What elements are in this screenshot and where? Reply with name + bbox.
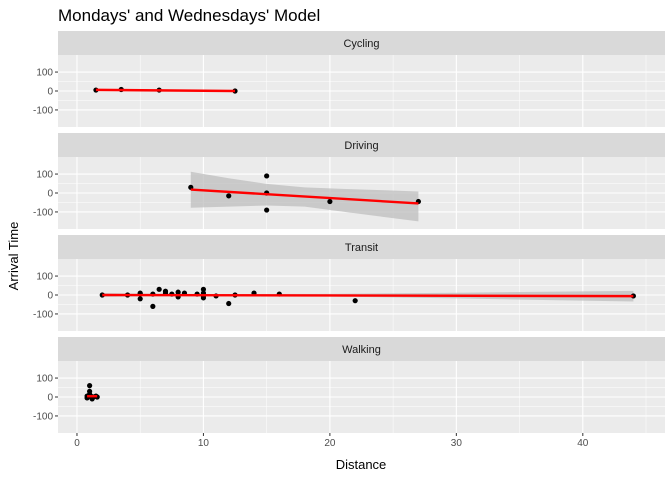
facet-strip-label: Cycling <box>343 38 379 50</box>
fit-line <box>95 88 236 93</box>
y-tick-label: -100 <box>33 411 53 422</box>
data-point <box>264 207 270 213</box>
fit-line <box>102 293 634 298</box>
x-tick-label: 30 <box>451 438 463 449</box>
facet-strip-label: Driving <box>344 140 378 152</box>
y-tick-label: -100 <box>33 105 53 116</box>
y-tick-label: 0 <box>47 393 53 404</box>
data-point <box>156 286 162 292</box>
data-point <box>264 173 270 179</box>
facet-strip <box>58 337 665 361</box>
y-tick-label: 100 <box>36 68 53 79</box>
y-tick-label: 0 <box>47 189 53 200</box>
facet-strip-label: Walking <box>342 344 381 356</box>
data-point <box>175 289 181 295</box>
data-point <box>150 303 156 309</box>
data-point <box>352 298 358 304</box>
data-point <box>137 296 143 302</box>
facet-panel-transit: Transit <box>58 235 665 331</box>
data-point <box>87 383 93 389</box>
y-tick-label: 100 <box>36 170 53 181</box>
x-tick-label: 0 <box>74 438 80 449</box>
facet-strip <box>58 235 665 259</box>
facet-panel-walking: Walking <box>58 337 665 433</box>
facet-strip <box>58 133 665 157</box>
x-tick-label: 20 <box>324 438 336 449</box>
facet-panels: Cycling Driving Transit Walking <box>58 31 665 433</box>
data-point <box>327 198 333 205</box>
y-tick-label: -100 <box>33 309 53 320</box>
facet-panel-cycling: Cycling <box>58 31 665 127</box>
facet-strip <box>58 31 665 55</box>
y-tick-label: 0 <box>47 87 53 98</box>
x-tick-label: 10 <box>198 438 210 449</box>
y-tick-label: 100 <box>36 374 53 385</box>
y-tick-label: 100 <box>36 272 53 283</box>
data-point <box>87 388 93 394</box>
x-tick-label: 40 <box>577 438 589 449</box>
facet-panel-driving: Driving <box>58 133 665 229</box>
axes: -100 0 100 -100 0 100 -100 0 100 -100 0 100 0 10 20 30 4… <box>33 68 589 449</box>
data-point <box>200 286 207 292</box>
chart-title: Mondays' and Wednesdays' Model <box>58 6 320 25</box>
y-axis-title: Arrival Time <box>6 222 21 291</box>
fit-line <box>190 188 419 205</box>
y-tick-label: -100 <box>33 207 53 218</box>
facet-strip-label: Transit <box>345 242 378 254</box>
y-tick-label: 0 <box>47 291 53 302</box>
data-point <box>226 300 232 307</box>
data-point <box>226 193 232 199</box>
x-axis-title: Distance <box>336 457 387 472</box>
